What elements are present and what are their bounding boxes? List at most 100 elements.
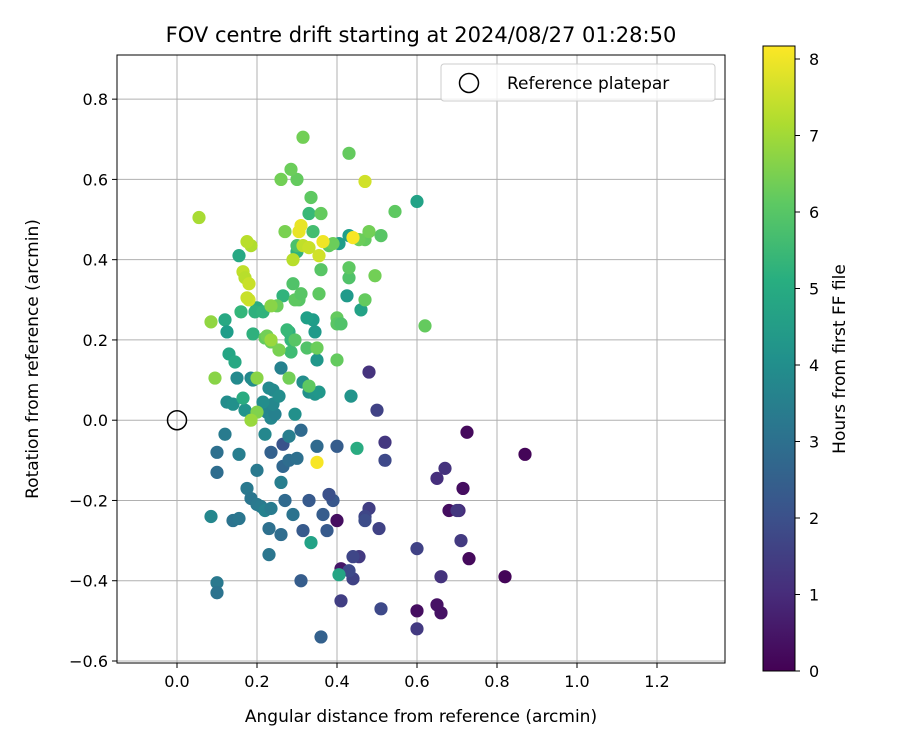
data-point xyxy=(374,228,388,243)
data-point xyxy=(320,523,334,538)
data-point xyxy=(300,341,314,355)
data-point xyxy=(450,503,464,518)
data-point xyxy=(316,235,330,249)
data-point xyxy=(272,389,286,403)
data-point xyxy=(342,261,356,275)
colorbar-tick-label: 6 xyxy=(809,203,819,222)
y-tick-label: 0.0 xyxy=(83,411,108,430)
data-point xyxy=(310,353,324,367)
x-tick-label: 0.8 xyxy=(484,672,509,691)
data-point xyxy=(358,513,372,528)
data-point xyxy=(274,361,288,375)
data-point xyxy=(272,343,286,357)
data-point xyxy=(284,162,298,176)
data-point xyxy=(192,210,206,225)
data-point xyxy=(388,204,402,219)
data-point xyxy=(276,289,290,303)
data-point xyxy=(330,439,344,453)
data-point xyxy=(256,395,270,409)
colorbar-tick-label: 1 xyxy=(809,586,819,605)
data-point xyxy=(346,550,360,564)
data-point xyxy=(410,604,424,618)
data-point xyxy=(438,461,452,475)
colorbar-gradient xyxy=(762,45,796,672)
data-point xyxy=(342,271,356,285)
data-point xyxy=(274,475,288,490)
data-point xyxy=(434,570,448,584)
data-point xyxy=(274,172,288,187)
data-point xyxy=(244,413,258,427)
data-point xyxy=(210,445,224,459)
data-point xyxy=(330,353,344,367)
data-point xyxy=(350,441,364,455)
data-point xyxy=(242,277,256,291)
data-point xyxy=(498,570,512,584)
data-point xyxy=(410,622,424,636)
colorbar-tick-label: 7 xyxy=(809,127,819,146)
data-point xyxy=(410,542,424,556)
data-point xyxy=(368,269,382,283)
data-point xyxy=(240,291,254,305)
data-point xyxy=(362,365,376,379)
data-point xyxy=(306,224,320,239)
x-axis-label: Angular distance from reference (arcmin) xyxy=(245,707,597,727)
data-point xyxy=(314,206,328,221)
data-point xyxy=(312,385,326,399)
colorbar: 0 1 2 3 4 5 6 7 8 Hours from first FF file xyxy=(762,45,850,681)
data-point xyxy=(286,277,300,291)
data-point xyxy=(234,305,248,319)
data-point xyxy=(236,391,250,405)
x-tick-label: 0.0 xyxy=(164,672,189,691)
reference-platepar-marker xyxy=(166,409,188,431)
data-point xyxy=(330,513,344,528)
data-point xyxy=(370,403,384,417)
data-point xyxy=(358,293,372,307)
data-point xyxy=(340,289,354,303)
data-point xyxy=(310,455,324,469)
data-point xyxy=(310,439,324,453)
data-point xyxy=(342,564,356,578)
data-point xyxy=(362,224,376,239)
data-point xyxy=(292,224,306,239)
data-point xyxy=(372,521,386,536)
data-point xyxy=(334,317,348,331)
y-tick-label: 0.6 xyxy=(83,170,108,189)
data-point xyxy=(410,194,424,209)
data-point xyxy=(354,303,368,317)
x-tick-label: 1.0 xyxy=(564,672,589,691)
data-point xyxy=(454,533,468,548)
data-point xyxy=(296,523,310,538)
data-point xyxy=(346,231,360,245)
data-point xyxy=(314,263,328,277)
data-point xyxy=(332,568,346,582)
data-point xyxy=(232,511,246,526)
x-tick-label: 0.4 xyxy=(324,672,349,691)
colorbar-tick-label: 2 xyxy=(809,509,819,528)
data-point xyxy=(220,325,234,339)
y-tick-label: 0.4 xyxy=(83,251,108,270)
data-point xyxy=(290,172,304,187)
data-point xyxy=(204,315,218,329)
data-point xyxy=(288,333,302,347)
data-point xyxy=(262,548,276,562)
y-axis-ticks: −0.6 −0.4 −0.2 0.0 0.2 0.4 0.6 0.8 xyxy=(69,90,117,671)
x-tick-label: 1.2 xyxy=(644,672,669,691)
data-point xyxy=(282,429,296,443)
y-tick-label: 0.2 xyxy=(83,331,108,350)
data-point xyxy=(312,249,326,263)
data-point xyxy=(268,407,282,421)
data-point xyxy=(262,381,276,395)
data-point xyxy=(264,299,278,313)
legend-marker xyxy=(458,72,480,94)
data-point xyxy=(334,594,348,608)
data-point xyxy=(232,249,246,263)
data-point xyxy=(290,451,304,465)
data-point xyxy=(326,237,340,251)
data-point xyxy=(264,445,278,459)
data-point xyxy=(286,507,300,522)
data-point xyxy=(460,425,474,439)
data-point xyxy=(226,397,240,411)
data-point xyxy=(246,327,260,341)
data-point xyxy=(208,371,222,385)
y-axis-label: Rotation from reference (arcmin) xyxy=(23,219,43,499)
